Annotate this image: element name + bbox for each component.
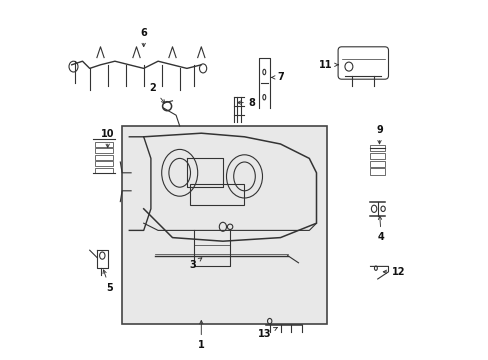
Bar <box>190 184 244 205</box>
Bar <box>95 148 113 153</box>
Text: 6: 6 <box>140 28 147 46</box>
Bar <box>95 142 113 147</box>
Bar <box>122 126 326 324</box>
Text: 4: 4 <box>377 216 384 242</box>
Text: 8: 8 <box>237 98 255 108</box>
Text: 5: 5 <box>103 270 113 293</box>
Text: 2: 2 <box>149 83 164 103</box>
Text: 7: 7 <box>271 72 283 82</box>
Text: 10: 10 <box>101 129 114 147</box>
Bar <box>370 161 384 167</box>
Text: 3: 3 <box>189 258 202 270</box>
Text: 11: 11 <box>319 60 338 70</box>
Bar <box>370 153 384 159</box>
Text: 12: 12 <box>383 267 405 277</box>
Bar <box>95 161 113 166</box>
Text: 1: 1 <box>198 321 204 350</box>
Text: 13: 13 <box>258 328 277 339</box>
Text: 9: 9 <box>375 125 382 144</box>
Bar <box>95 168 113 173</box>
Bar <box>370 168 384 175</box>
Bar <box>370 145 384 151</box>
Bar <box>95 155 113 160</box>
